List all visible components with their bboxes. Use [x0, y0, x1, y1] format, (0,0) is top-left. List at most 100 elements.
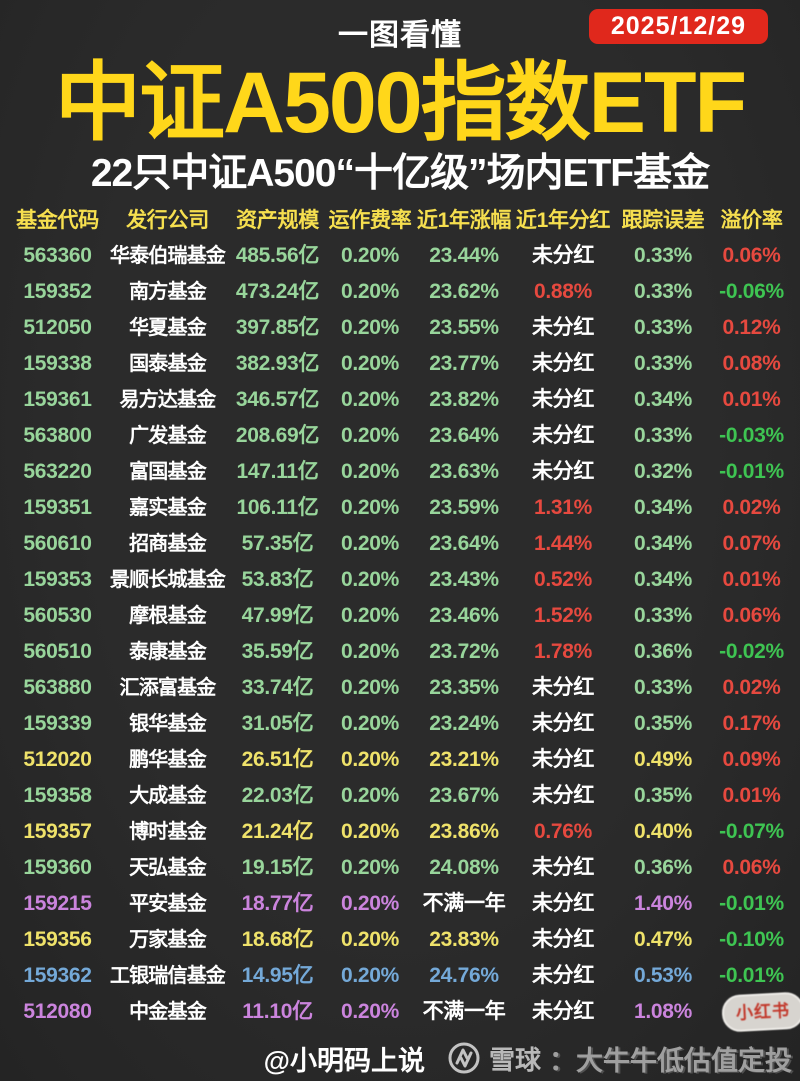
fund-tracking-error: 0.34%: [633, 388, 693, 411]
top-bar: 一图看懂 2025/12/29: [0, 0, 800, 52]
fund-issuer: 鹏华基金: [129, 749, 207, 771]
fund-issuer: 嘉实基金: [129, 497, 207, 519]
fund-code: 560530: [23, 604, 92, 627]
fund-code: 159338: [23, 352, 92, 375]
fund-premium-rate: -0.01%: [719, 964, 784, 987]
fund-code: 512020: [23, 748, 92, 771]
fund-tracking-error: 0.32%: [633, 460, 693, 483]
fund-fee-rate: 0.20%: [340, 676, 400, 699]
fund-1y-dividend: 未分红: [531, 424, 595, 447]
watermark-text: ：大牛牛低估值定投: [549, 1045, 792, 1076]
fund-1y-return: 不满一年: [422, 1000, 506, 1023]
fund-aum: 208.69亿: [235, 424, 320, 447]
fund-premium-rate: 0.12%: [722, 316, 781, 339]
table-row: 563360 华泰伯瑞基金 485.56亿 0.20% 23.44% 未分红 0…: [10, 238, 790, 274]
table-row: 512050 华夏基金 397.85亿 0.20% 23.55% 未分红 0.3…: [10, 310, 790, 346]
fund-issuer: 华泰伯瑞基金: [109, 245, 226, 267]
fund-aum: 19.15亿: [241, 856, 314, 879]
fund-code: 563360: [23, 244, 92, 267]
table-row: 159361 易方达基金 346.57亿 0.20% 23.82% 未分红 0.…: [10, 382, 790, 418]
fund-tracking-error: 0.33%: [633, 604, 693, 627]
fund-1y-return: 23.64%: [429, 532, 499, 555]
page-subtitle: 22只中证A500“十亿级”场内ETF基金: [90, 152, 710, 195]
fund-fee-rate: 0.20%: [340, 496, 400, 519]
header-1y-return: 近1年涨幅: [416, 209, 512, 232]
fund-tracking-error: 1.08%: [633, 1000, 693, 1023]
fund-1y-return: 23.55%: [429, 316, 499, 339]
fund-code: 159353: [23, 568, 92, 591]
fund-1y-dividend: 未分红: [531, 388, 595, 411]
fund-tracking-error: 0.33%: [633, 280, 693, 303]
fund-code: 159361: [23, 388, 92, 411]
fund-aum: 47.99亿: [241, 604, 314, 627]
author-handle: @小明码上说: [263, 1045, 425, 1076]
fund-aum: 21.24亿: [241, 820, 314, 843]
fund-tracking-error: 0.36%: [633, 856, 693, 879]
fund-code: 159352: [23, 280, 92, 303]
fund-issuer: 泰康基金: [129, 641, 207, 663]
fund-code: 159360: [23, 856, 92, 879]
fund-tracking-error: 0.34%: [633, 532, 693, 555]
fund-1y-dividend: 未分红: [531, 784, 595, 807]
fund-code: 159358: [23, 784, 92, 807]
table-row: 159357 博时基金 21.24亿 0.20% 23.86% 0.76% 0.…: [10, 814, 790, 850]
fund-1y-dividend: 未分红: [531, 856, 595, 879]
fund-aum: 473.24亿: [235, 280, 320, 303]
fund-fee-rate: 0.20%: [340, 748, 400, 771]
fund-premium-rate: -0.03%: [719, 424, 784, 447]
fund-premium-rate: 0.08%: [722, 352, 781, 375]
fund-premium-rate: 0.07%: [722, 532, 781, 555]
fund-fee-rate: 0.20%: [340, 928, 400, 951]
fund-1y-return: 23.35%: [429, 676, 499, 699]
fund-fee-rate: 0.20%: [340, 964, 400, 987]
fund-1y-return: 23.59%: [429, 496, 499, 519]
fund-1y-dividend: 未分红: [531, 316, 595, 339]
fund-1y-dividend: 1.78%: [533, 640, 593, 663]
fund-premium-rate: 0.01%: [722, 568, 781, 591]
table-row: 159339 银华基金 31.05亿 0.20% 23.24% 未分红 0.35…: [10, 706, 790, 742]
fund-tracking-error: 0.33%: [633, 244, 693, 267]
table-row: 159352 南方基金 473.24亿 0.20% 23.62% 0.88% 0…: [10, 274, 790, 310]
fund-aum: 382.93亿: [235, 352, 320, 375]
fund-1y-dividend: 未分红: [531, 748, 595, 771]
fund-1y-return: 23.67%: [429, 784, 499, 807]
fund-issuer: 国泰基金: [129, 353, 207, 375]
fund-code: 159357: [23, 820, 92, 843]
fund-1y-dividend: 未分红: [531, 460, 595, 483]
fund-1y-return: 23.24%: [429, 712, 499, 735]
fund-1y-return: 23.72%: [429, 640, 499, 663]
fund-tracking-error: 0.33%: [633, 424, 693, 447]
fund-tracking-error: 0.34%: [633, 496, 693, 519]
fund-premium-rate: 0.17%: [722, 712, 781, 735]
fund-1y-dividend: 未分红: [531, 712, 595, 735]
fund-issuer: 广发基金: [129, 425, 207, 447]
fund-fee-rate: 0.20%: [340, 1000, 400, 1023]
fund-aum: 22.03亿: [241, 784, 314, 807]
fund-issuer: 华夏基金: [129, 317, 207, 339]
fund-fee-rate: 0.20%: [340, 784, 400, 807]
fund-1y-return: 23.43%: [429, 568, 499, 591]
fund-issuer: 汇添富基金: [119, 677, 217, 699]
fund-issuer: 大成基金: [129, 785, 207, 807]
fund-1y-return: 23.86%: [429, 820, 499, 843]
fund-code: 563880: [23, 676, 92, 699]
fund-aum: 57.35亿: [241, 532, 314, 555]
fund-premium-rate: -0.06%: [719, 280, 784, 303]
fund-aum: 11.10亿: [242, 1000, 313, 1023]
platform-label: 雪球: [488, 1044, 541, 1075]
table-row: 560530 摩根基金 47.99亿 0.20% 23.46% 1.52% 0.…: [10, 598, 790, 634]
fund-tracking-error: 0.34%: [633, 568, 693, 591]
fund-aum: 35.59亿: [241, 640, 314, 663]
fund-fee-rate: 0.20%: [340, 244, 400, 267]
fund-1y-dividend: 1.52%: [533, 604, 593, 627]
fund-issuer: 中金基金: [129, 1001, 207, 1023]
fund-fee-rate: 0.20%: [340, 640, 400, 663]
fund-1y-return: 不满一年: [422, 892, 506, 915]
table-row: 159356 万家基金 18.68亿 0.20% 23.83% 未分红 0.47…: [10, 922, 790, 958]
fund-code: 159351: [23, 496, 92, 519]
header-premium-rate: 溢价率: [720, 209, 783, 232]
fund-tracking-error: 0.33%: [633, 676, 693, 699]
fund-aum: 31.05亿: [241, 712, 314, 735]
fund-premium-rate: -0.07%: [719, 820, 784, 843]
